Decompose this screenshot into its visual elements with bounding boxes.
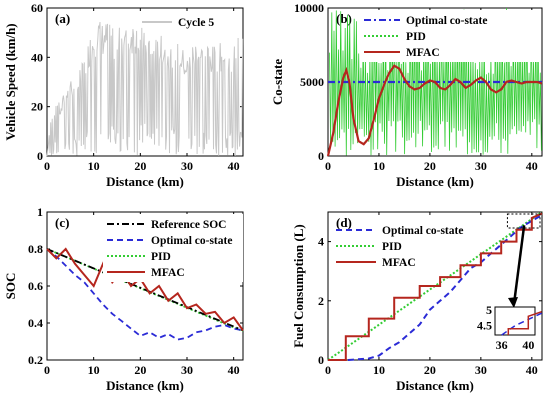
series-line-cycle5	[46, 21, 244, 157]
y-axis-label: SOC	[3, 273, 18, 300]
x-tick-label: 10	[88, 363, 100, 377]
x-tick-label: 10	[373, 363, 385, 377]
x-tick-label: 0	[325, 363, 331, 377]
y-tick-label: 0.4	[28, 316, 43, 330]
y-tick-label: 60	[31, 1, 43, 15]
x-tick-label: 30	[475, 363, 487, 377]
series-line-mfac	[328, 212, 543, 361]
series-line-pid	[327, 211, 543, 361]
y-axis-label: Fuel Consumption (L)	[291, 224, 306, 348]
legend-box	[103, 214, 243, 282]
x-axis-label: Distance (km)	[396, 378, 474, 393]
y-tick-label: 0.2	[28, 353, 43, 367]
x-axis-label: Distance (km)	[106, 378, 184, 393]
y-tick-label: 0.8	[28, 242, 43, 256]
zoom-arrow-head	[507, 297, 518, 308]
inset-zoom: 36 40 4.5 5	[477, 303, 543, 352]
y-tick-label: 40	[31, 50, 43, 64]
panel-label: (d)	[336, 215, 352, 230]
legend-label: MFAC	[151, 267, 185, 279]
y-tick-label: 0	[318, 149, 324, 163]
x-tick-label: 10	[373, 159, 385, 173]
x-tick-label: 0	[325, 159, 331, 173]
inset-y-tick-label: 5	[486, 303, 492, 317]
x-tick-label: 20	[134, 363, 146, 377]
series-line-mfac	[46, 247, 244, 331]
x-axis-label: Distance (km)	[106, 174, 184, 189]
legend-label: PID	[151, 251, 171, 263]
series-line-reference-soc	[46, 248, 244, 332]
y-tick-label: 0.6	[28, 279, 43, 293]
y-axis-label: Vehicle Speed (km/h)	[3, 23, 18, 140]
x-tick-label: 30	[475, 159, 487, 173]
series-line-optimal-co-state	[328, 214, 543, 361]
panel-label: (c)	[55, 215, 69, 230]
x-tick-label: 10	[88, 159, 100, 173]
series-line-optimal-co-state	[46, 248, 244, 341]
x-tick-label: 20	[424, 159, 436, 173]
chart-panel-d: 0 10 20 30 40 0 2 4 Distance (km) Fuel Consumptio…	[291, 211, 543, 393]
x-tick-label: 40	[526, 363, 538, 377]
inset-y-tick-label: 4.5	[477, 319, 492, 333]
y-axis-label: Co-state	[270, 59, 285, 105]
legend-label: PID	[406, 31, 426, 43]
x-axis-label: Distance (km)	[396, 174, 474, 189]
y-tick-label: 2	[318, 294, 324, 308]
x-tick-label: 30	[181, 159, 193, 173]
series-line-pid	[329, 7, 542, 156]
legend-label: MFAC	[382, 257, 416, 269]
y-tick-label: 4	[318, 235, 324, 249]
series-line-pid	[46, 248, 244, 333]
chart-panel-b: 0 10 20 30 40 0 5000 10000 Distance (km) Co-state…	[270, 1, 543, 189]
x-tick-label: 20	[134, 159, 146, 173]
x-tick-label: 30	[181, 363, 193, 377]
inset-series-line	[501, 312, 543, 336]
x-tick-label: 20	[424, 363, 436, 377]
y-tick-label: 0	[37, 149, 43, 163]
legend-label: Optimal co-state	[382, 225, 463, 237]
x-tick-label: 0	[44, 363, 50, 377]
y-tick-label: 0	[318, 353, 324, 367]
legend-label: Optimal co-state	[406, 15, 487, 27]
legend-label: PID	[382, 241, 402, 253]
y-tick-label: 1	[37, 205, 43, 219]
inset-series-line	[507, 310, 542, 335]
chart-panel-a: 0 10 20 30 40 0 20 40 60 Distance (km) Vehicle Spe…	[3, 1, 244, 189]
x-tick-label: 40	[526, 159, 538, 173]
y-tick-label: 20	[31, 100, 43, 114]
panel-label: (a)	[55, 11, 70, 26]
inset-x-tick-label: 40	[522, 338, 534, 352]
inset-x-tick-label: 36	[496, 338, 508, 352]
legend-label: Optimal co-state	[151, 235, 232, 247]
legend-label: MFAC	[406, 47, 440, 59]
x-tick-label: 0	[44, 159, 50, 173]
x-tick-label: 40	[228, 363, 240, 377]
y-tick-label: 5000	[300, 75, 324, 89]
legend-label: Reference SOC	[151, 219, 226, 231]
chart-panel-c: 0 10 20 30 40 0.2 0.4 0.6 0.8 1 Distance (km) SOC (c…	[3, 205, 244, 393]
zoom-region	[506, 213, 541, 229]
legend-label: Cycle 5	[178, 17, 214, 29]
series-line-mfac	[326, 64, 543, 157]
zoom-arrow	[512, 225, 526, 305]
x-tick-label: 40	[228, 159, 240, 173]
y-tick-label: 10000	[294, 1, 324, 15]
